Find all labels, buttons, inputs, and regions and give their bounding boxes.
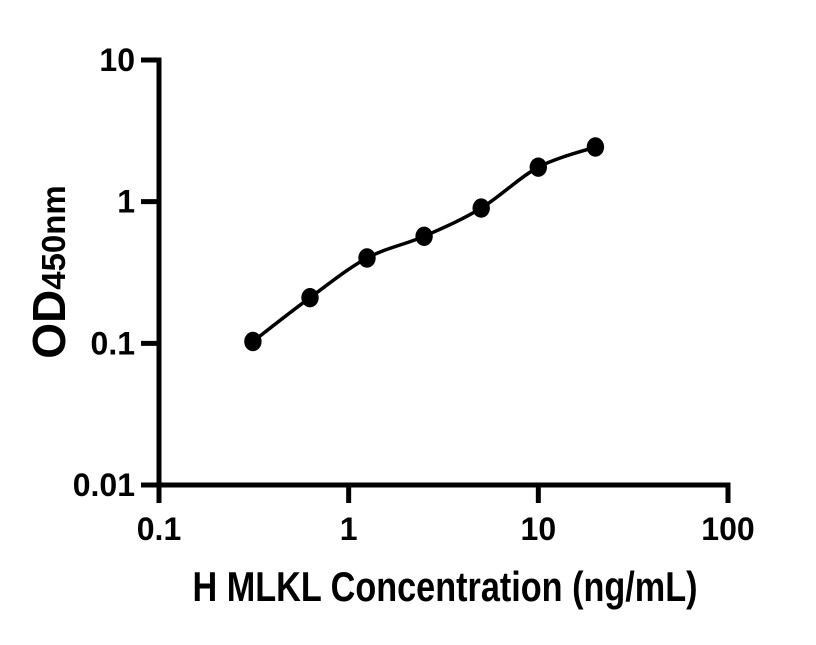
data-point [415,226,433,246]
x-axis-title: H MLKL Concentration (ng/mL) [193,563,698,610]
data-point [472,198,490,218]
data-point [301,288,319,308]
y-axis-title-main: OD [23,290,75,359]
data-point [529,157,547,177]
data-series [244,137,605,352]
data-point [358,248,376,268]
y-tick-label: 10 [99,42,135,78]
y-axis-title-sub: 450nm [35,185,72,290]
y-tick-label: 0.01 [73,467,135,503]
axes [156,57,731,488]
x-tick-label: 1 [340,511,358,547]
data-point [586,137,605,157]
y-axis-title: OD450nm [23,185,75,359]
y-tick-label: 0.1 [91,325,135,361]
x-tick-label: 0.1 [137,511,181,547]
x-tick-label: 10 [521,511,557,547]
y-tick-label: 1 [117,184,135,220]
axis-ticks [141,57,731,503]
x-tick-label: 100 [701,511,754,547]
data-point [244,331,262,352]
